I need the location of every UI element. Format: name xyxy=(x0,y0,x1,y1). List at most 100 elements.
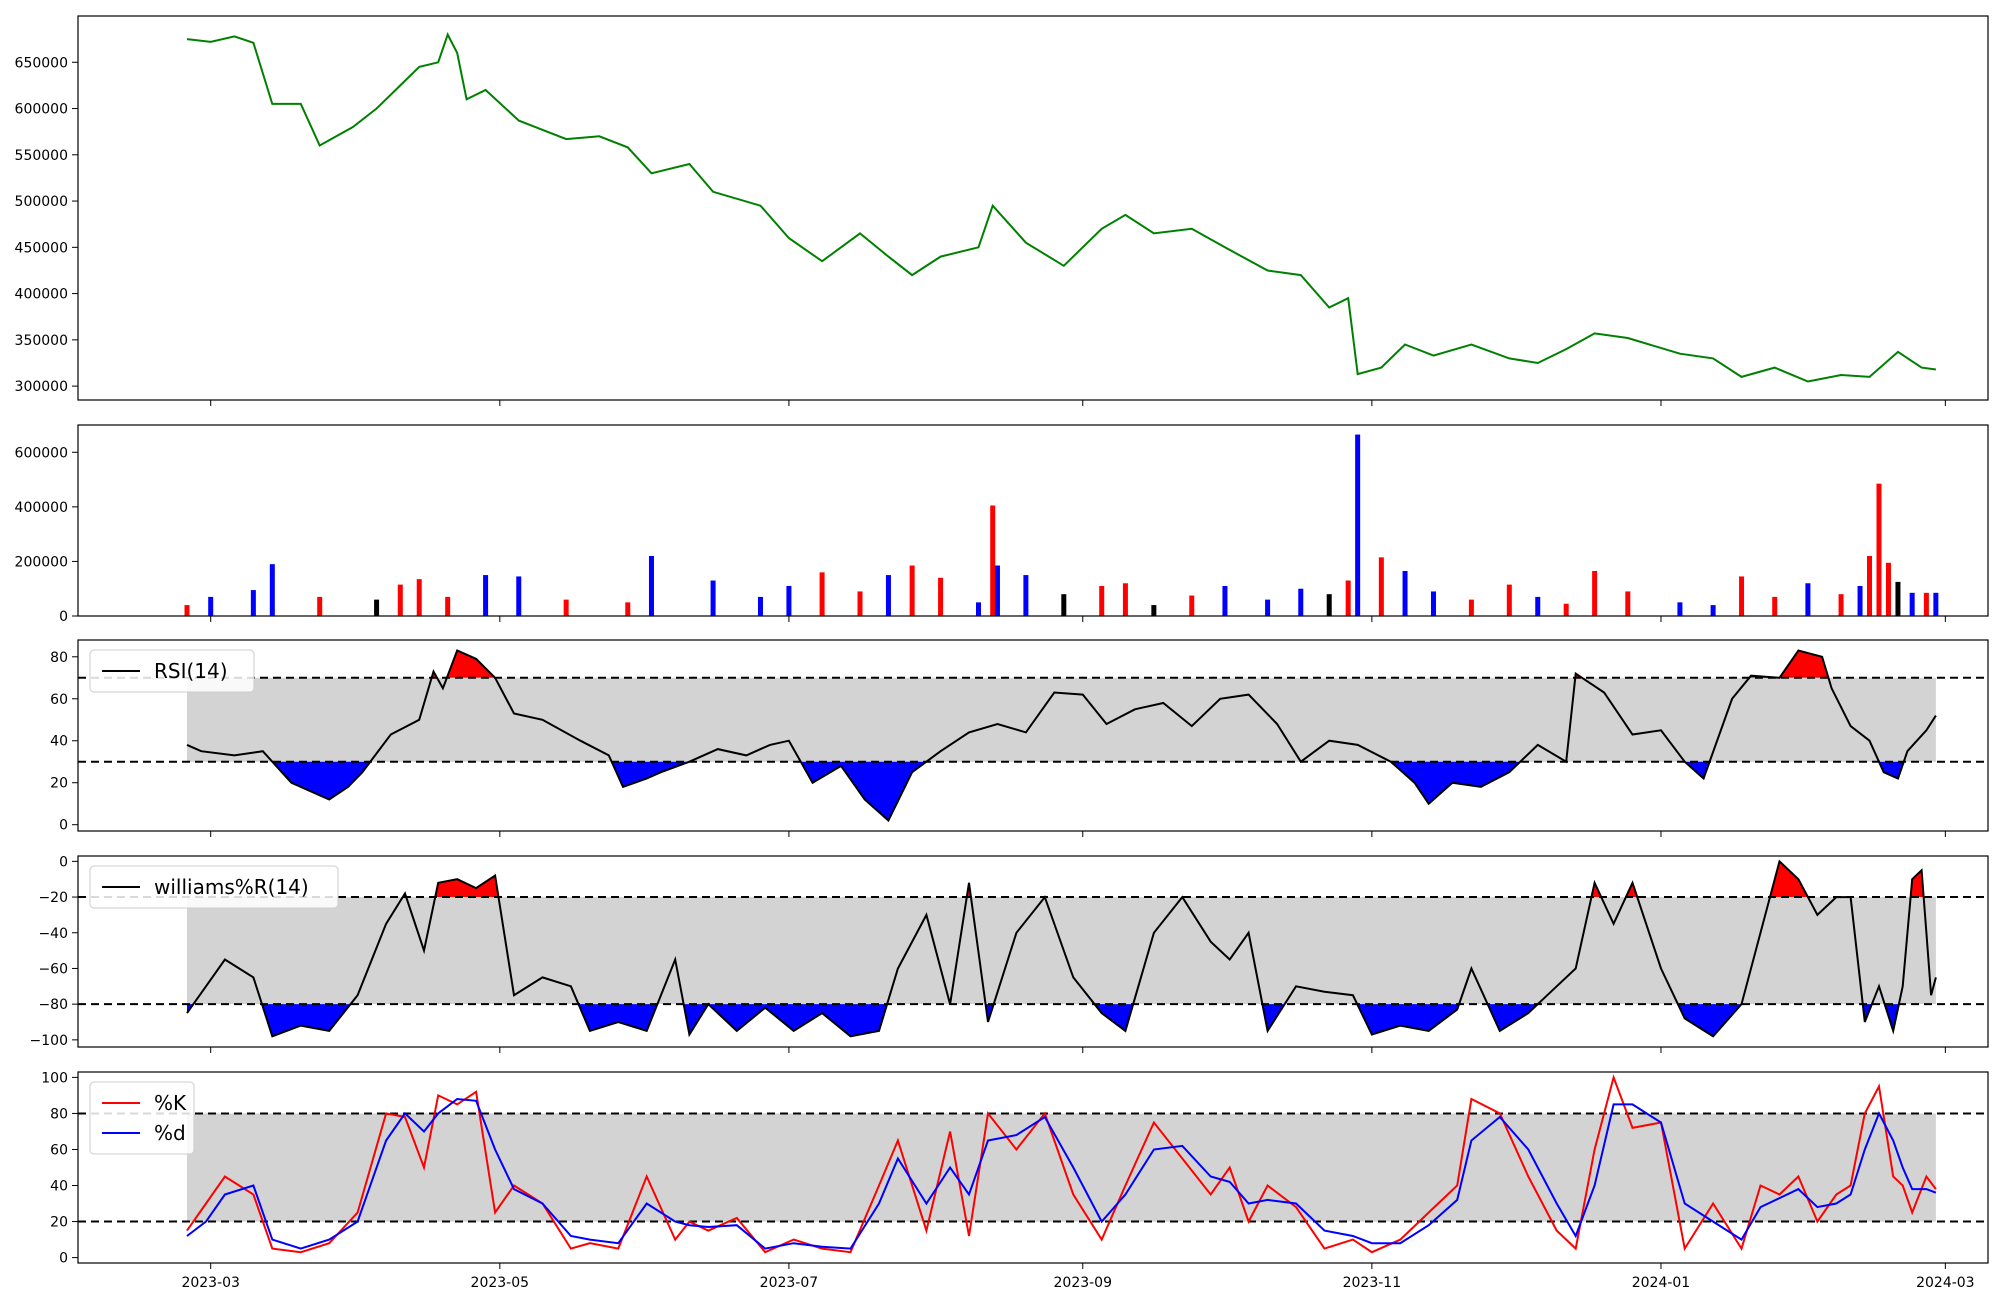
volume-bar xyxy=(786,585,792,616)
panel-williams: −100 −80 −60 −40 −20 0 williams%R(14) xyxy=(30,854,1989,1053)
x-tick-label: 2024-01 xyxy=(1632,1275,1691,1291)
neutral-band xyxy=(187,677,1936,762)
y-tick-label: −20 xyxy=(38,890,68,906)
volume-bar xyxy=(648,555,654,616)
series-line xyxy=(186,649,1937,823)
oversold-fill xyxy=(683,1004,709,1035)
y-tick-label: −100 xyxy=(30,1033,68,1049)
neutral-band xyxy=(187,897,1936,1005)
plot-area-williams xyxy=(78,859,1988,1038)
oversold-fill xyxy=(1094,1004,1134,1031)
volume-bar xyxy=(938,577,944,616)
volume-bar xyxy=(1933,592,1939,616)
y-tick-label: 300000 xyxy=(15,379,68,395)
volume-bar xyxy=(1923,592,1929,616)
overbought-fill xyxy=(446,650,496,678)
x-tick-label: 2024-03 xyxy=(1916,1275,1975,1291)
y-tick-label: −60 xyxy=(38,961,68,977)
x-tick-label: 2023-07 xyxy=(760,1275,819,1291)
volume-bar xyxy=(710,580,716,616)
volume-bar xyxy=(819,572,825,616)
volume-bar xyxy=(1876,483,1882,616)
legend-box xyxy=(89,865,339,909)
panel-volume: 0 200000 400000 600000 xyxy=(15,424,1989,625)
y-tick-label: 20 xyxy=(50,776,68,792)
legend-label: %K xyxy=(154,1091,187,1115)
y-tick-label: 600000 xyxy=(15,102,68,118)
y-tick-label: 500000 xyxy=(15,194,68,210)
volume-bar xyxy=(975,602,981,616)
volume-bar xyxy=(1189,595,1195,616)
overbought-fill xyxy=(1779,650,1829,678)
y-tick-label: 60 xyxy=(50,692,68,708)
plot-area-volume xyxy=(184,434,1939,616)
oversold-fill xyxy=(578,1004,658,1031)
legend: williams%R(14) xyxy=(89,865,339,909)
y-tick-label: 0 xyxy=(59,854,68,870)
oversold-fill xyxy=(708,1004,888,1037)
volume-bar xyxy=(416,579,422,616)
oversold-fill xyxy=(1677,1004,1742,1037)
series-line xyxy=(186,1097,1937,1250)
volume-bar xyxy=(1677,602,1683,616)
y-tick-label: 200000 xyxy=(15,554,68,570)
volume-bar xyxy=(317,596,323,616)
y-tick-label: 400000 xyxy=(15,500,68,516)
volume-bar xyxy=(1326,594,1332,616)
legend: %K %d xyxy=(89,1081,195,1155)
volume-bar xyxy=(1345,580,1351,616)
series-line xyxy=(186,1074,1937,1254)
legend-label: williams%R(14) xyxy=(154,875,309,899)
axes-frame xyxy=(77,855,1989,1048)
volume-bar xyxy=(184,605,190,616)
oversold-fill xyxy=(261,1004,351,1037)
y-tick-label: −80 xyxy=(38,997,68,1013)
volume-bar xyxy=(1151,605,1157,616)
y-tick-label: −40 xyxy=(38,926,68,942)
oversold-fill xyxy=(1262,1004,1285,1031)
volume-bar xyxy=(1265,599,1271,616)
y-tick-label: 60 xyxy=(50,1142,68,1158)
volume-bar xyxy=(1222,585,1228,616)
volume-bar xyxy=(1867,555,1873,616)
volume-bar xyxy=(483,575,489,616)
y-tick-label: 600000 xyxy=(15,445,68,461)
y-tick-label: 0 xyxy=(59,1251,68,1267)
oversold-fill xyxy=(1884,1004,1899,1031)
panel-rsi: 0 20 40 60 80 RSI(14) xyxy=(50,639,1989,837)
y-tick-label: 40 xyxy=(50,1179,68,1195)
volume-bar xyxy=(1099,585,1105,616)
volume-bar xyxy=(994,565,1000,616)
legend: RSI(14) xyxy=(89,649,255,693)
legend-box xyxy=(89,1081,195,1155)
plot-area-rsi xyxy=(78,649,1988,823)
oversold-fill xyxy=(272,761,371,800)
volume-bar xyxy=(1739,576,1745,616)
series-line xyxy=(186,31,1937,383)
volume-bar xyxy=(1772,596,1778,616)
legend-label: RSI(14) xyxy=(154,659,228,683)
axes-frame xyxy=(77,15,1989,401)
volume-bar xyxy=(1298,588,1304,616)
overbought-fill xyxy=(1625,882,1638,898)
axes-frame xyxy=(77,639,1989,832)
volume-bar xyxy=(1592,570,1598,616)
oversold-fill xyxy=(1878,761,1904,779)
volume-bar xyxy=(1430,591,1436,616)
axes-frame xyxy=(77,1071,1989,1264)
x-tick-label: 2023-11 xyxy=(1343,1275,1402,1291)
volume-bar xyxy=(1355,434,1361,616)
x-tick-label: 2023-09 xyxy=(1054,1275,1113,1291)
volume-bar xyxy=(397,584,403,616)
oversold-fill xyxy=(1487,1004,1538,1031)
overbought-fill xyxy=(1910,870,1924,898)
volume-bar xyxy=(516,576,522,616)
panel-price: 300000 350000 400000 450000 500000 550000 6000… xyxy=(15,15,1989,406)
volume-bar xyxy=(909,565,915,616)
y-tick-label: 0 xyxy=(59,818,68,834)
axes-frame xyxy=(77,424,1989,617)
volume-bar xyxy=(1535,596,1541,616)
y-tick-label: 80 xyxy=(50,650,68,666)
plot-area-stochastic xyxy=(78,1074,1988,1254)
